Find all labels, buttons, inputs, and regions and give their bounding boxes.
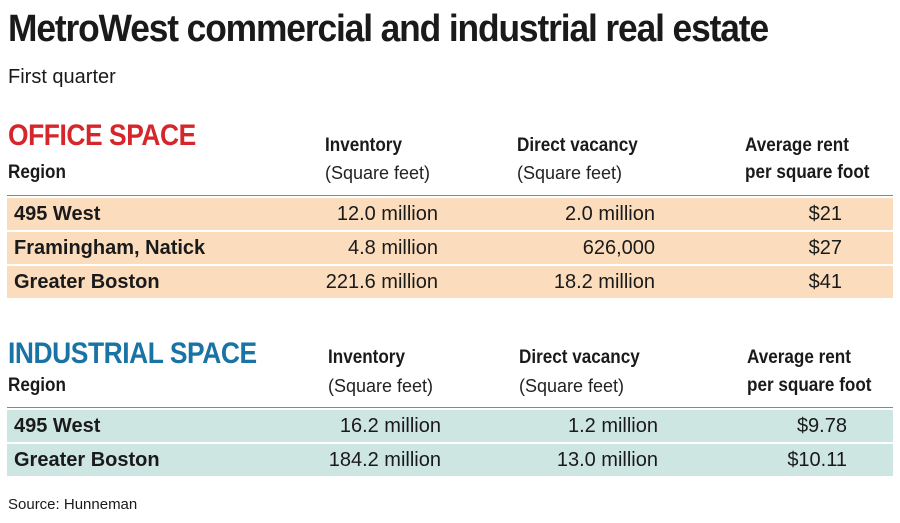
inventory-cell: 221.6 million — [325, 271, 438, 293]
industrial-header-inventory: Inventory — [328, 347, 405, 368]
vacancy-cell: 18.2 million — [553, 271, 655, 293]
rent-cell: $27 — [808, 237, 842, 259]
office-header-vacancy: Direct vacancy — [517, 135, 638, 156]
inventory-cell: 4.8 million — [347, 237, 438, 259]
rent-cell: $10.11 — [787, 449, 847, 471]
table-row: Greater Boston 221.6 million 18.2 millio… — [7, 266, 893, 300]
table-row: 495 West 16.2 million 1.2 million $9.78 — [7, 410, 893, 444]
rent-cell: $9.78 — [796, 415, 847, 437]
office-header-inventory-unit: (Square feet) — [325, 163, 431, 183]
region-cell: 495 West — [14, 415, 101, 437]
industrial-header-divider — [7, 407, 893, 408]
vacancy-cell: 1.2 million — [567, 415, 658, 437]
region-cell: 495 West — [14, 203, 101, 225]
vacancy-cell: 626,000 — [582, 237, 655, 259]
industrial-header-vacancy: Direct vacancy — [519, 347, 640, 368]
page-title: MetroWest commercial and industrial real… — [8, 8, 769, 50]
rent-cell: $41 — [808, 271, 842, 293]
page-subtitle: First quarter — [8, 66, 116, 88]
industrial-header-rent-line2: per square foot — [747, 375, 872, 396]
office-header-rent-line2: per square foot — [745, 162, 870, 183]
office-header-divider — [7, 195, 893, 196]
industrial-table: 495 West 16.2 million 1.2 million $9.78 … — [7, 410, 893, 478]
industrial-header-region: Region — [8, 375, 66, 396]
inventory-cell: 16.2 million — [339, 415, 441, 437]
inventory-cell: 184.2 million — [328, 449, 441, 471]
vacancy-cell: 2.0 million — [564, 203, 655, 225]
office-header-region: Region — [8, 162, 66, 183]
industrial-header-inventory-unit: (Square feet) — [328, 376, 434, 396]
region-cell: Framingham, Natick — [14, 237, 206, 259]
office-section-title: OFFICE SPACE — [8, 119, 196, 152]
office-header-inventory: Inventory — [325, 135, 402, 156]
industrial-header-rent-line1: Average rent — [747, 347, 851, 368]
industrial-section-title: INDUSTRIAL SPACE — [8, 337, 257, 370]
vacancy-cell: 13.0 million — [556, 449, 658, 471]
region-cell: Greater Boston — [14, 449, 160, 471]
office-header-rent-line1: Average rent — [745, 135, 849, 156]
inventory-cell: 12.0 million — [336, 203, 438, 225]
industrial-header-vacancy-unit: (Square feet) — [519, 376, 625, 396]
table-row: 495 West 12.0 million 2.0 million $21 — [7, 198, 893, 232]
table-row: Framingham, Natick 4.8 million 626,000 $… — [7, 232, 893, 266]
rent-cell: $21 — [808, 203, 842, 225]
table-row: Greater Boston 184.2 million 13.0 millio… — [7, 444, 893, 478]
office-header-vacancy-unit: (Square feet) — [517, 163, 623, 183]
source-note: Source: Hunneman — [8, 496, 138, 513]
region-cell: Greater Boston — [14, 271, 160, 293]
office-table: 495 West 12.0 million 2.0 million $21 Fr… — [7, 198, 893, 300]
